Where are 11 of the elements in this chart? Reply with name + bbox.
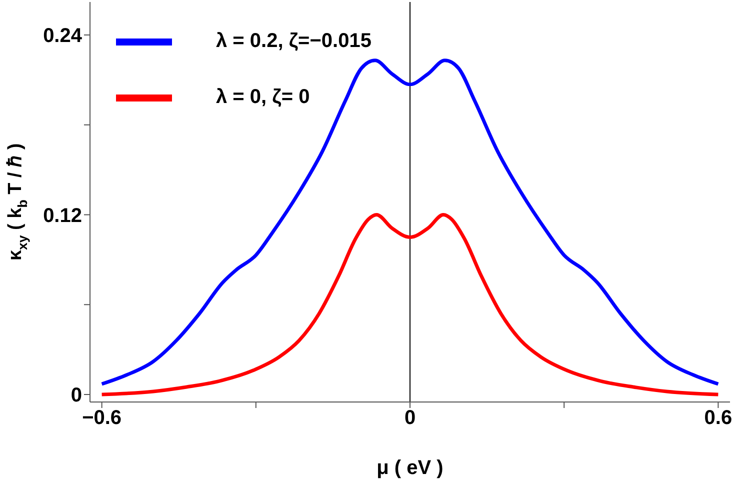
legend-label: λ = 0.2, ζ=−0.015	[216, 29, 372, 54]
legend-label: λ = 0, ζ= 0	[216, 85, 311, 110]
line-series	[100, 58, 720, 386]
x-axis-title: μ ( eV )	[376, 457, 444, 479]
x-tick-label: 0.6	[704, 407, 732, 430]
x-tick-label: 0	[404, 407, 416, 430]
x-tick-label: −0.6	[82, 407, 122, 430]
y-tick-label: 0.24	[43, 25, 83, 48]
line-series	[100, 212, 720, 396]
y-tick-label: 0	[70, 384, 82, 407]
y-tick-label: 0.12	[43, 204, 82, 227]
